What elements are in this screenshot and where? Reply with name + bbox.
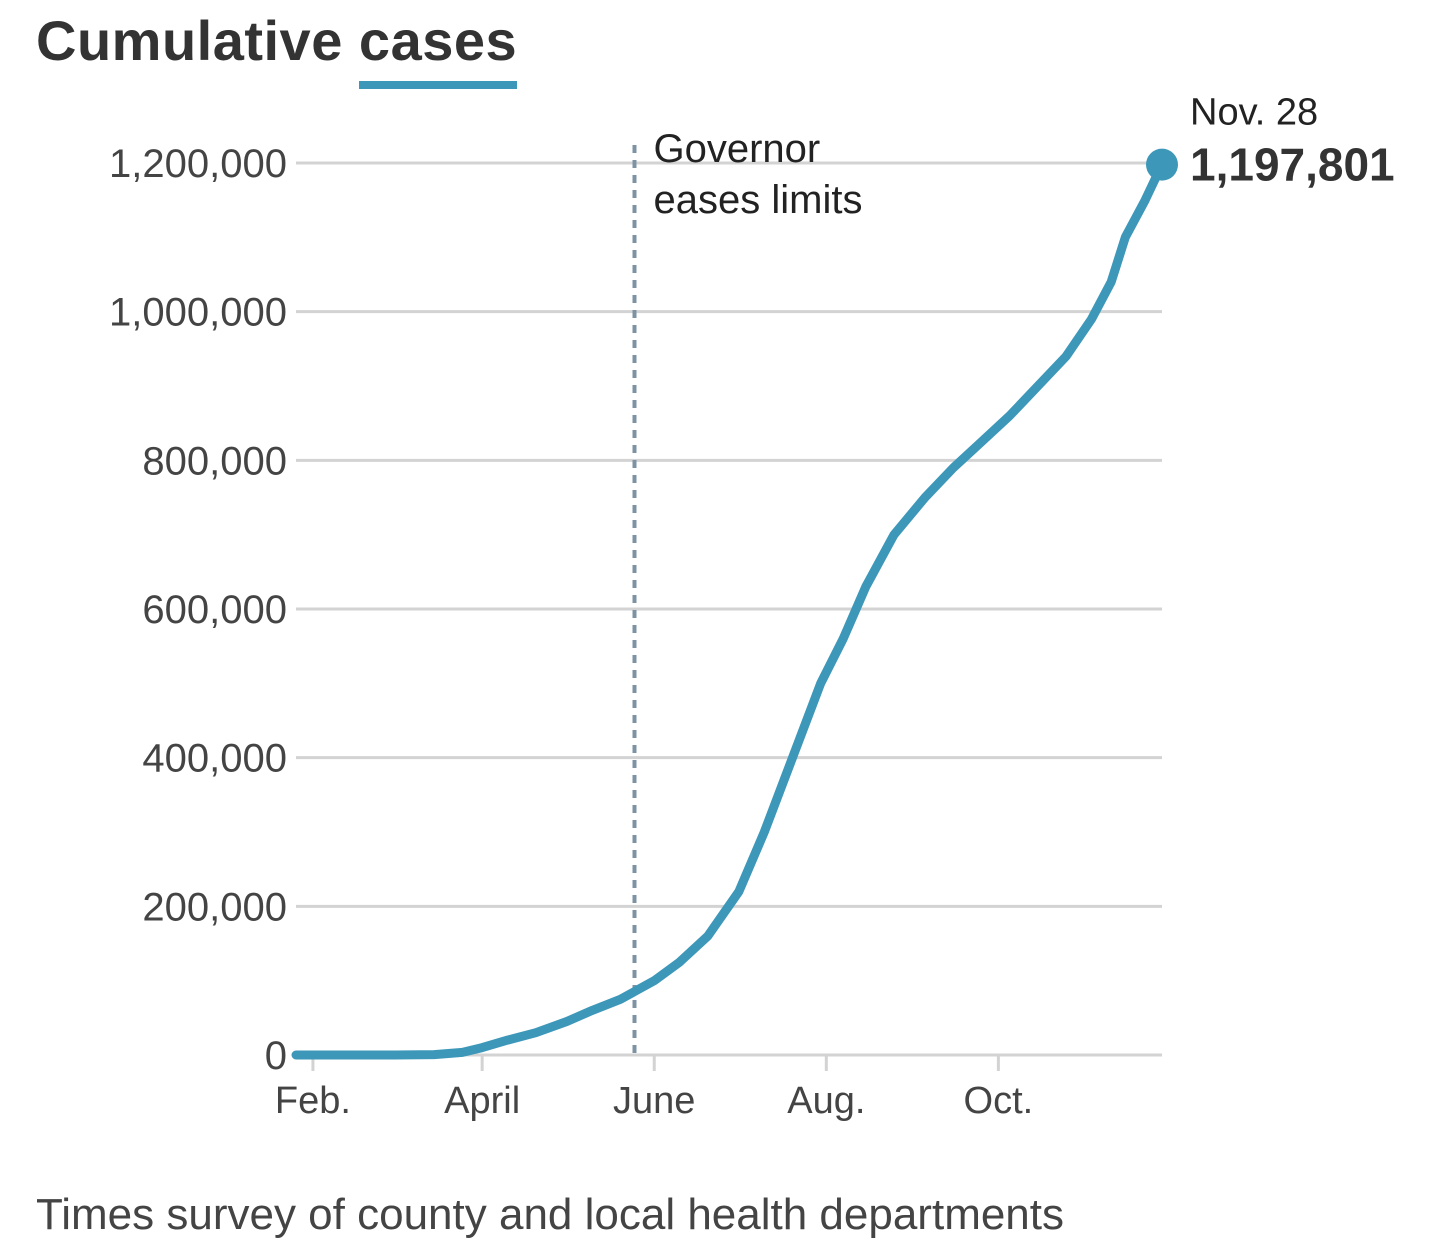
end-label-date: Nov. 28 <box>1190 92 1318 134</box>
annotation-text-line2: eases limits <box>654 178 863 222</box>
y-tick-label: 600,000 <box>142 588 287 632</box>
y-tick-label: 1,000,000 <box>109 291 287 335</box>
series-line-cases <box>291 160 1167 1060</box>
end-label-value: 1,197,801 <box>1190 139 1395 191</box>
x-tick-label: Oct. <box>964 1080 1034 1122</box>
end-label: Nov. 28 1,197,801 <box>1190 92 1395 191</box>
annotations: Governor eases limits <box>632 127 863 1055</box>
series-legend-underline <box>358 81 518 89</box>
x-tick-label: June <box>613 1080 695 1122</box>
source-note: Times survey of county and local health … <box>36 1190 1065 1239</box>
gridlines <box>296 161 1162 1057</box>
chart-title-series-label: cases <box>358 9 518 72</box>
y-tick-label: 800,000 <box>142 439 287 483</box>
y-tick-label: 1,200,000 <box>109 142 287 186</box>
chart-title: Cumulative cases <box>36 8 518 89</box>
annotation-text-line1: Governor <box>654 127 821 171</box>
y-tick-label: 0 <box>265 1034 287 1078</box>
series-end-point <box>1146 148 1178 181</box>
series-group <box>291 148 1178 1060</box>
y-axis-ticks: 0 200,000 400,000 600,000 800,000 1,000,000 1,… <box>109 142 287 1078</box>
y-tick-label: 200,000 <box>142 885 287 929</box>
x-axis-ticks: Feb. April June Aug. Oct. <box>275 1055 1033 1122</box>
x-tick-label: Aug. <box>787 1080 865 1122</box>
chart-title-series: cases <box>358 8 518 89</box>
x-tick-label: April <box>444 1080 520 1122</box>
chart-title-prefix: Cumulative <box>36 9 343 72</box>
x-tick-label: Feb. <box>275 1080 351 1122</box>
y-tick-label: 400,000 <box>142 737 287 781</box>
